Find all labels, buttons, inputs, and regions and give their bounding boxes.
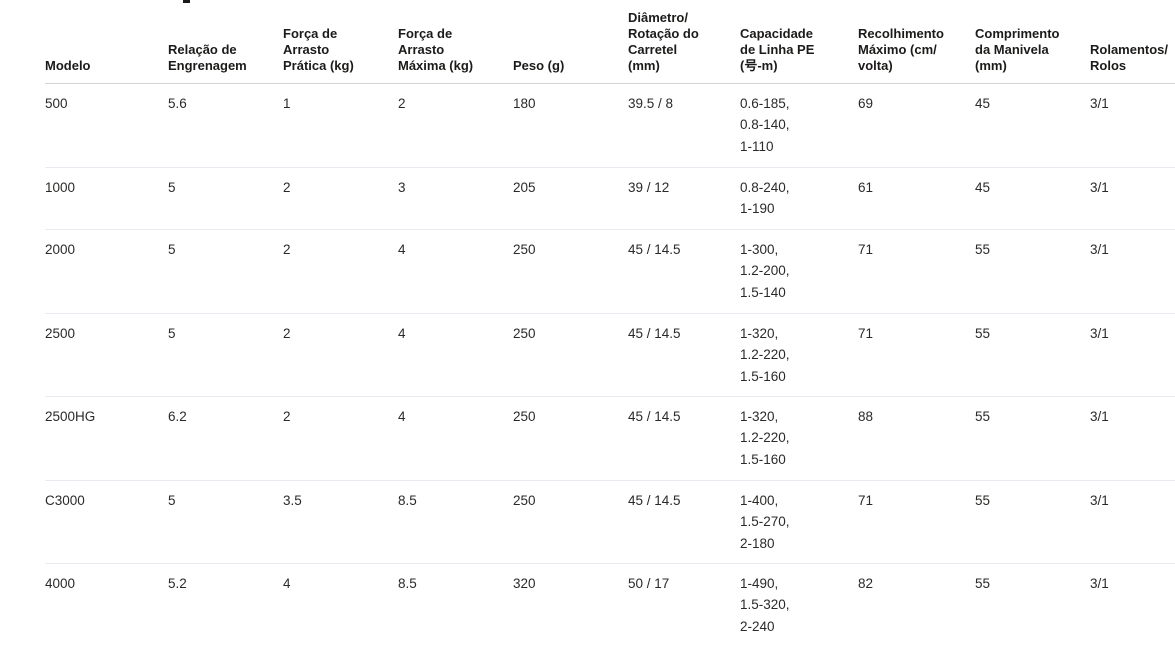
table-row-2500hg: 2500HG 6.2 2 4 250 45 / 14.5 1-320, 1.2-… xyxy=(45,396,1175,481)
cell-rolamentos: 3/1 xyxy=(1090,229,1175,314)
cell-diametro: 45 / 14.5 xyxy=(628,229,740,314)
column-header-recolhimento-maximo: Recolhimento Máximo (cm/ volta) xyxy=(858,0,975,84)
cell-peso: 320 xyxy=(513,575,536,591)
cell-rolamentos: 3/1 xyxy=(1090,480,1175,564)
cell-recolhimento: 88 xyxy=(858,396,975,481)
header-row: Modelo Relação de Engrenagem Força de Ar… xyxy=(45,0,1175,84)
table-row-1000: 1000 5 2 3 205 39 / 12 0.8-240, 1-190 61… xyxy=(45,167,1175,230)
table-row-500: 500 5.6 1 2 180 39.5 / 8 0.6-185, 0.8-14… xyxy=(45,83,1175,168)
clipped-page-title-fragment xyxy=(183,0,190,3)
cell-capacidade: 0.6-185, 0.8-140, 1-110 xyxy=(740,83,858,168)
cell-modelo: 2000 xyxy=(45,229,168,314)
cell-rolamentos: 3/1 xyxy=(1090,83,1175,168)
cell-forca-maxima: 3 xyxy=(398,167,513,230)
cell-peso: 250 xyxy=(513,313,628,397)
cell-peso: 180 xyxy=(513,83,628,168)
cell-forca-maxima: 4 xyxy=(398,229,513,314)
cell-forca-pratica: 2 xyxy=(283,313,398,397)
cell-relacao: 5.6 xyxy=(168,83,283,168)
column-header-capacidade-linha-pe: Capacidade de Linha PE (号-m) xyxy=(740,0,858,84)
cell-forca-maxima: 4 xyxy=(398,396,513,481)
cell-capacidade: 1-320, 1.2-220, 1.5-160 xyxy=(740,313,858,397)
table-row-c3000: C3000 5 3.5 8.5 250 45 / 14.5 1-400, 1.5… xyxy=(45,480,1175,564)
column-header-modelo: Modelo xyxy=(45,0,168,84)
table-row-2000: 2000 5 2 4 250 45 / 14.5 1-300, 1.2-200,… xyxy=(45,229,1175,314)
table-body: 500 5.6 1 2 180 39.5 / 8 0.6-185, 0.8-14… xyxy=(45,83,1175,652)
cell-diametro: 45 / 14.5 xyxy=(628,480,740,564)
cell-modelo: C3000 xyxy=(45,480,168,564)
cell-peso: 250 xyxy=(513,229,628,314)
cell-diametro: 39 / 12 xyxy=(628,167,740,230)
cell-rolamentos: 3/1 xyxy=(1090,167,1175,230)
cell-diametro: 50 / 17 xyxy=(628,575,670,591)
cell-forca-pratica: 2 xyxy=(283,229,398,314)
column-header-comprimento-manivela: Comprimento da Manivela (mm) xyxy=(975,0,1090,84)
cell-capacidade: 1-320, 1.2-220, 1.5-160 xyxy=(740,396,858,481)
cell-capacidade: 1-300, 1.2-200, 1.5-140 xyxy=(740,229,858,314)
cell-forca-maxima: 8.5 xyxy=(398,575,417,591)
cell-capacidade: 1-490, 1.5-320, 2-240 xyxy=(740,575,790,634)
column-header-forca-arrasto-maxima: Força de Arrasto Máxima (kg) xyxy=(398,0,513,84)
column-header-rolamentos-rolos: Rolamentos/ Rolos xyxy=(1090,0,1175,84)
cell-modelo: 2500HG xyxy=(45,396,168,481)
cell-forca-pratica: 2 xyxy=(283,167,398,230)
cell-relacao: 5 xyxy=(168,229,283,314)
cell-recolhimento: 71 xyxy=(858,480,975,564)
table-row-4000: 4000 5.2 4 8.5 320 50 / 17 1-490, 1.5-32… xyxy=(45,563,1175,652)
cell-modelo: 4000 xyxy=(45,575,76,591)
cell-relacao: 5 xyxy=(168,313,283,397)
spec-table-container: Modelo Relação de Engrenagem Força de Ar… xyxy=(45,0,1175,652)
cell-modelo: 1000 xyxy=(45,167,168,230)
cell-recolhimento: 71 xyxy=(858,313,975,397)
cell-peso: 250 xyxy=(513,396,628,481)
cell-forca-maxima: 2 xyxy=(398,83,513,168)
cell-forca-pratica: 3.5 xyxy=(283,480,398,564)
cell-diametro: 45 / 14.5 xyxy=(628,396,740,481)
table-row-2500: 2500 5 2 4 250 45 / 14.5 1-320, 1.2-220,… xyxy=(45,313,1175,397)
cell-forca-pratica: 4 xyxy=(283,575,291,591)
cell-recolhimento: 69 xyxy=(858,83,975,168)
cell-comprimento: 45 xyxy=(975,83,1090,168)
cell-comprimento: 45 xyxy=(975,167,1090,230)
cell-comprimento: 55 xyxy=(975,480,1090,564)
cell-comprimento: 55 xyxy=(975,313,1090,397)
cell-modelo: 500 xyxy=(45,83,168,168)
cell-peso: 250 xyxy=(513,480,628,564)
cell-forca-maxima: 4 xyxy=(398,313,513,397)
cell-rolamentos: 3/1 xyxy=(1090,396,1175,481)
cell-relacao: 5 xyxy=(168,167,283,230)
cell-comprimento: 55 xyxy=(975,396,1090,481)
cell-forca-pratica: 1 xyxy=(283,83,398,168)
cell-relacao: 5 xyxy=(168,480,283,564)
cell-recolhimento: 71 xyxy=(858,229,975,314)
reel-spec-table: Modelo Relação de Engrenagem Força de Ar… xyxy=(45,0,1175,652)
cell-forca-maxima: 8.5 xyxy=(398,480,513,564)
column-header-diametro-rotacao: Diâmetro/ Rotação do Carretel (mm) xyxy=(628,0,740,84)
cell-capacidade: 0.8-240, 1-190 xyxy=(740,167,858,230)
cell-recolhimento: 61 xyxy=(858,167,975,230)
cell-comprimento: 55 xyxy=(975,229,1090,314)
cell-comprimento: 55 xyxy=(975,575,991,591)
cell-capacidade: 1-400, 1.5-270, 2-180 xyxy=(740,480,858,564)
cell-recolhimento: 82 xyxy=(858,575,874,591)
column-header-relacao-engrenagem: Relação de Engrenagem xyxy=(168,0,283,84)
table-header: Modelo Relação de Engrenagem Força de Ar… xyxy=(45,0,1175,84)
cell-forca-pratica: 2 xyxy=(283,396,398,481)
cell-modelo: 2500 xyxy=(45,313,168,397)
cell-peso: 205 xyxy=(513,167,628,230)
cell-relacao: 5.2 xyxy=(168,575,187,591)
column-header-forca-arrasto-pratica: Força de Arrasto Prática (kg) xyxy=(283,0,398,84)
cell-rolamentos: 3/1 xyxy=(1090,575,1109,591)
cell-relacao: 6.2 xyxy=(168,396,283,481)
cell-rolamentos: 3/1 xyxy=(1090,313,1175,397)
column-header-peso: Peso (g) xyxy=(513,0,628,84)
cell-diametro: 39.5 / 8 xyxy=(628,83,740,168)
cell-diametro: 45 / 14.5 xyxy=(628,313,740,397)
